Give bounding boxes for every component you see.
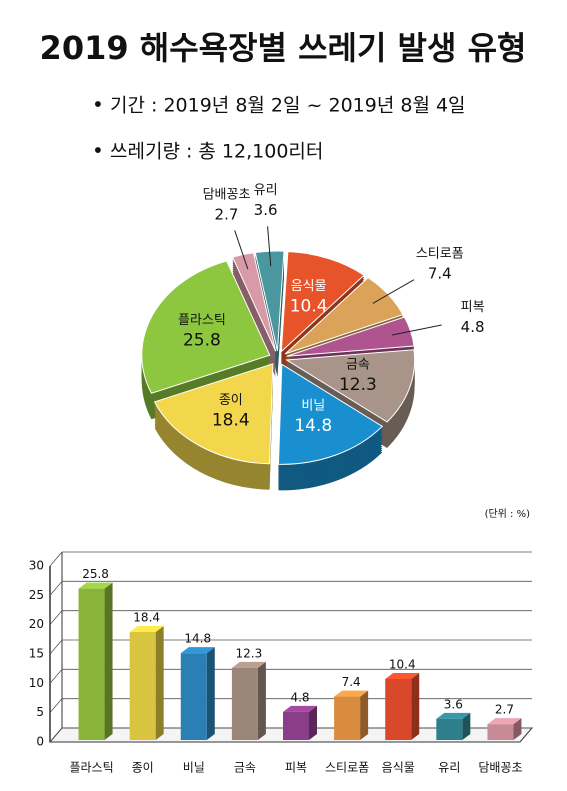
slice-label: 종이 [219, 393, 243, 408]
y-tick-label: 10 [29, 676, 44, 690]
bar-side [513, 718, 522, 740]
bar [436, 718, 463, 740]
tick-mark [49, 669, 63, 684]
pie-slice [280, 251, 365, 353]
x-tick-label: 금속 [234, 761, 256, 775]
slice-label: 플라스틱 [178, 313, 226, 328]
slice-value: 25.8 [183, 331, 221, 351]
bar-side [309, 705, 317, 740]
y-tick-label: 0 [36, 735, 44, 749]
slice-value: 2.7 [215, 206, 239, 224]
tick-mark [49, 551, 63, 567]
bar-side [411, 672, 420, 740]
bar-value-label: 4.8 [290, 690, 309, 704]
bullet-text: 기간 : 2019년 8월 2일 ~ 2019년 8월 4일 [110, 95, 466, 117]
tick-mark [49, 698, 63, 713]
slice-value: 12.3 [339, 375, 377, 395]
title: 2019 해수욕장별 쓰레기 발생 유형 [40, 29, 527, 67]
bullet-dot: • [92, 93, 104, 117]
x-tick-label: 유리 [438, 761, 460, 775]
y-tick-label: 20 [29, 617, 44, 631]
slice-value: 10.4 [290, 297, 328, 317]
leader-line [267, 226, 272, 267]
tick-mark [49, 581, 63, 596]
pie-slice [141, 260, 271, 394]
bar-side [104, 582, 113, 740]
slice-label: 금속 [346, 358, 370, 373]
bar-value-label: 14.8 [184, 632, 211, 646]
bar [283, 711, 309, 740]
pie-slice [277, 363, 384, 465]
bar [385, 678, 412, 740]
bar-value-label: 2.7 [495, 703, 514, 717]
slice-label: 스티로폼 [416, 246, 464, 261]
x-tick-label: 스티로폼 [325, 761, 369, 775]
bar [231, 667, 258, 740]
slice-label: 비닐 [301, 398, 325, 413]
x-tick-label: 플라스틱 [69, 761, 113, 775]
bar-top [78, 582, 113, 589]
bullet-dot: • [92, 139, 104, 163]
slice-label: 유리 [254, 183, 278, 198]
bar-value-label: 18.4 [133, 611, 160, 625]
x-tick-label: 비닐 [183, 761, 205, 775]
bar-value-label: 7.4 [342, 675, 361, 689]
pie-slice [153, 363, 274, 465]
pie-slice [285, 349, 416, 423]
bar [180, 653, 207, 740]
y-tick-label: 30 [29, 559, 44, 573]
slice-value: 4.8 [461, 318, 485, 336]
y-tick-label: 25 [29, 588, 44, 602]
leader-line [372, 279, 415, 304]
bar-top [436, 712, 471, 719]
tick-mark [49, 639, 63, 655]
x-tick-label: 담배꽁초 [478, 761, 522, 775]
bar-side [257, 661, 266, 740]
bar-top [180, 647, 215, 654]
bar-value-label: 12.3 [236, 646, 263, 660]
slice-value: 14.8 [294, 416, 332, 436]
slice-label: 음식물 [291, 279, 327, 294]
bar-top [385, 672, 420, 679]
leader-line [391, 324, 442, 336]
x-tick-label: 종이 [132, 761, 154, 775]
bar-side [360, 690, 369, 740]
bar [334, 696, 361, 740]
slice-value: 18.4 [212, 411, 250, 431]
bar-value-label: 25.8 [82, 567, 109, 581]
slice-label: 담배꽁초 [203, 188, 251, 203]
unit-label: (단위 : %) [485, 507, 531, 520]
bar-top [231, 661, 266, 668]
slice-value: 3.6 [254, 201, 278, 219]
bullet-text: 쓰레기량 : 총 12,100리터 [110, 141, 323, 163]
bar [487, 724, 514, 740]
bar-value-label: 10.4 [389, 657, 416, 671]
slice-label: 피복 [461, 300, 485, 315]
y-tick-label: 5 [36, 705, 44, 719]
leader-line [234, 230, 249, 270]
bar-value-label: 3.6 [444, 697, 463, 711]
y-tick-label: 15 [29, 647, 44, 661]
x-tick-label: 음식물 [382, 761, 415, 775]
bar [78, 588, 105, 740]
bar-top [334, 690, 369, 697]
bar-side [462, 712, 471, 740]
tick-mark [49, 610, 63, 625]
bar-top [283, 705, 317, 712]
tick-mark [49, 727, 63, 743]
x-tick-label: 피복 [285, 761, 307, 775]
bar-side [155, 626, 164, 740]
bar [129, 632, 156, 740]
bar-side [206, 647, 215, 740]
slice-value: 7.4 [428, 264, 452, 282]
bar-top [129, 626, 164, 633]
bar-top [487, 718, 522, 725]
